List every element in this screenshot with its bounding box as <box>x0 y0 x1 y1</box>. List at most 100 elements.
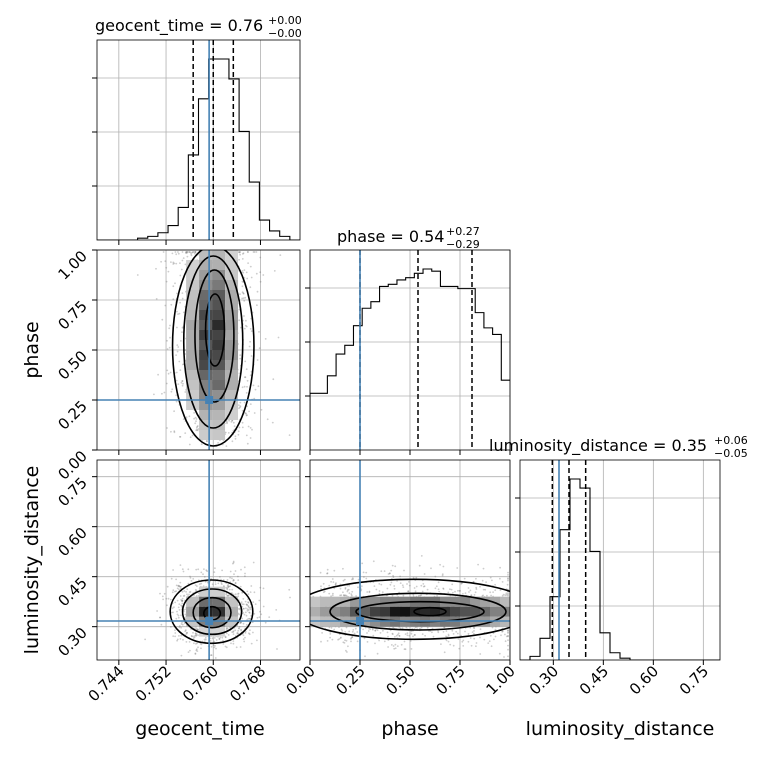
scatter-point <box>407 590 409 593</box>
density-cell <box>360 606 370 617</box>
scatter-point <box>354 627 357 630</box>
scatter-point <box>348 592 351 595</box>
scatter-point <box>275 609 278 611</box>
scatter-point <box>173 606 175 609</box>
scatter-point <box>181 621 183 624</box>
scatter-point <box>226 584 229 587</box>
scatter-point <box>481 579 484 582</box>
scatter-point <box>242 292 245 294</box>
scatter-point <box>181 602 184 605</box>
scatter-point <box>253 591 256 594</box>
scatter-point <box>252 601 255 603</box>
scatter-point <box>470 594 472 597</box>
scatter-point <box>262 587 265 590</box>
scatter-point <box>420 584 423 587</box>
scatter-point <box>221 569 224 572</box>
scatter-point <box>435 585 438 588</box>
scatter-point <box>235 646 238 649</box>
scatter-point <box>225 593 228 596</box>
scatter-point <box>250 355 253 357</box>
scatter-point <box>501 630 504 633</box>
tick-label-y-luminosity-distance-2: 0.60 <box>54 524 90 560</box>
scatter-point <box>403 640 406 643</box>
contour-level-3 <box>194 269 235 403</box>
scatter-point <box>243 327 246 330</box>
tick-label-x-geocent-time-1: 0.752 <box>132 662 175 705</box>
title-distance-plus: +0.06 <box>714 434 748 447</box>
scatter-point <box>176 639 179 642</box>
scatter-point <box>460 634 462 637</box>
scatter-point <box>196 628 199 630</box>
scatter-point <box>259 271 262 274</box>
scatter-point <box>178 609 181 611</box>
scatter-point <box>211 583 214 586</box>
scatter-point <box>401 584 404 587</box>
scatter-point <box>184 630 187 633</box>
scatter-point <box>369 628 372 631</box>
density-cell <box>225 350 239 360</box>
density-cell <box>186 260 200 270</box>
scatter-point <box>187 568 190 571</box>
scatter-point <box>232 631 235 633</box>
scatter-point <box>224 431 227 434</box>
scatter-point <box>247 251 249 253</box>
scatter-point <box>507 629 509 632</box>
scatter-point <box>226 627 229 630</box>
scatter-point <box>334 584 337 586</box>
scatter-point <box>418 564 421 567</box>
scatter-point <box>431 631 433 634</box>
hist-geocent-time <box>97 40 300 240</box>
scatter-point <box>350 638 352 640</box>
scatter-point <box>331 594 334 597</box>
scatter-point <box>192 578 195 580</box>
density-cell <box>186 310 200 320</box>
scatter-point <box>153 393 155 396</box>
scatter-point <box>144 638 147 641</box>
scatter-point <box>458 590 461 592</box>
scatter-point <box>365 577 368 580</box>
scatter-point <box>237 430 240 433</box>
scatter-point <box>249 606 252 609</box>
scatter-point <box>179 586 182 588</box>
scatter-point <box>195 568 198 571</box>
scatter-point <box>159 616 162 619</box>
scatter-point <box>241 426 244 429</box>
scatter-point <box>241 421 244 424</box>
scatter-point <box>176 587 179 590</box>
scatter-point <box>215 639 218 641</box>
scatter-point <box>240 568 242 571</box>
scatter-point <box>243 315 245 317</box>
density-cell <box>320 606 330 617</box>
scatter-point <box>239 406 241 409</box>
scatter-point <box>326 572 329 575</box>
scatter-point <box>449 588 451 591</box>
scatter-point <box>231 440 234 443</box>
scatter-point <box>469 589 472 592</box>
scatter-point <box>247 593 250 595</box>
scatter-point <box>260 408 263 411</box>
scatter-point <box>482 588 485 591</box>
scatter-point <box>350 593 353 596</box>
scatter-point <box>390 644 393 646</box>
scatter-point <box>504 633 506 636</box>
scatter-point <box>463 577 466 580</box>
density-cell <box>199 350 213 360</box>
scatter-point <box>239 401 242 404</box>
scatter-point <box>238 607 241 610</box>
density-cell <box>186 360 200 370</box>
scatter-point <box>250 317 253 320</box>
scatter-point <box>388 572 391 575</box>
scatter-point <box>166 604 168 607</box>
scatter-point <box>289 596 291 599</box>
scatter-point <box>256 304 258 307</box>
scatter-point <box>232 421 235 424</box>
scatter-point <box>219 576 221 578</box>
scatter-point <box>190 254 193 257</box>
scatter-point <box>197 646 199 649</box>
scatter-point <box>337 638 339 641</box>
scatter-point <box>239 405 242 408</box>
scatter-point <box>178 635 180 637</box>
scatter-point <box>230 421 233 423</box>
scatter-point <box>342 579 345 582</box>
scatter-point <box>243 613 246 616</box>
